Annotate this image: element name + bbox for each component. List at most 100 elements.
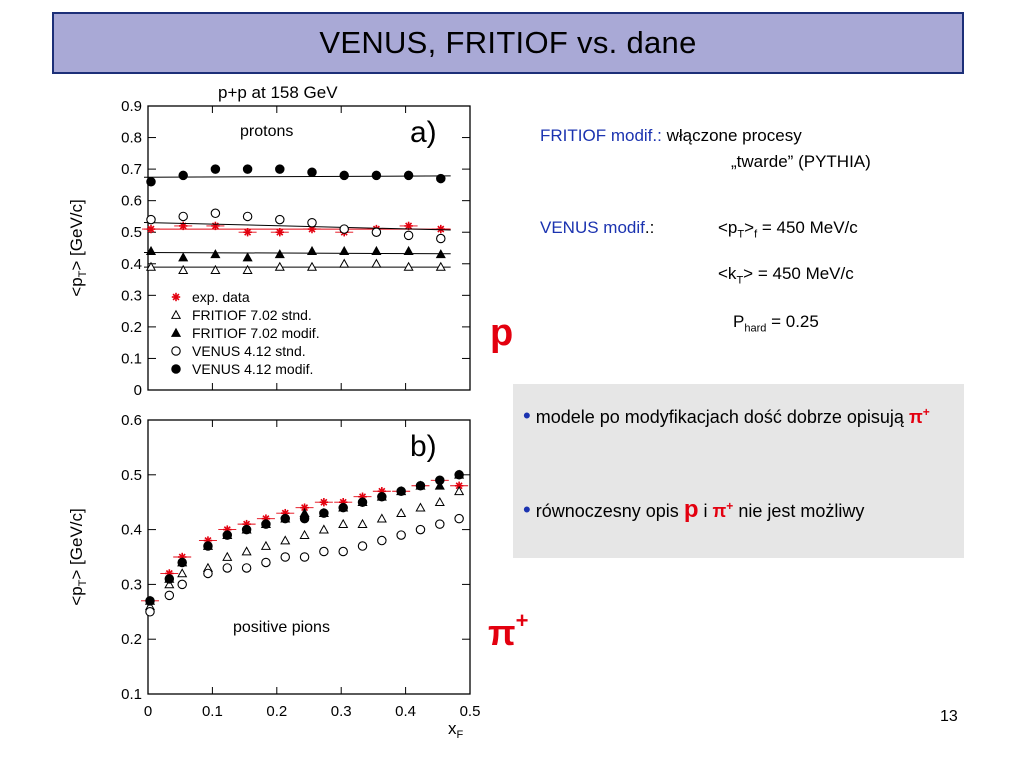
y-tick-label: 0.2 (121, 319, 142, 336)
phard-main: P (733, 312, 745, 331)
phard-sub: hard (744, 322, 767, 335)
x-tick-label: 0.2 (266, 703, 287, 720)
y-tick-label: 0.1 (121, 350, 142, 367)
data-point (299, 529, 310, 539)
data-point (307, 167, 317, 178)
data-point (435, 249, 446, 259)
bullet-dot-2: • (523, 497, 531, 522)
data-point (435, 519, 445, 529)
legend-label: exp. data (192, 289, 250, 305)
y-tick-label: 0.5 (121, 224, 142, 241)
bullet-2-mid: i (703, 501, 708, 521)
pt-value-line: <pT>f = 450 MeV/c (718, 218, 858, 240)
legend-label: FRITIOF 7.02 stnd. (192, 307, 312, 323)
kt-text: <k (718, 264, 737, 283)
pt-value: = 450 MeV/c (757, 218, 858, 237)
proton-label: p (490, 312, 514, 354)
legend-marker (170, 327, 182, 337)
chart-header: p+p at 158 GeV (218, 84, 338, 102)
y-tick-label: 0.6 (121, 412, 142, 429)
pt-charts: 0.90.80.70.60.50.40.30.20.10<pT> [GeV/c]… (67, 84, 481, 741)
data-point (319, 546, 329, 557)
bullet-2-post: nie jest możliwy (738, 501, 865, 521)
data-point (241, 524, 252, 535)
data-point (319, 498, 329, 507)
data-point (241, 563, 252, 573)
bullet-2-pre: równoczesny opis (535, 501, 679, 521)
pt-text: <p (718, 218, 738, 237)
data-point (371, 245, 382, 256)
fritiof-text1: włączone procesy (666, 126, 802, 145)
legend-marker (171, 364, 181, 374)
data-point (145, 596, 155, 606)
y-tick-label: 0 (134, 382, 142, 399)
data-point (178, 264, 189, 274)
data-point (242, 252, 253, 262)
data-point (396, 486, 406, 496)
data-point (203, 541, 213, 551)
data-point (306, 261, 318, 271)
y-tick-label: 0.3 (121, 576, 142, 593)
data-point (403, 261, 414, 271)
data-point (339, 170, 349, 181)
data-point (357, 518, 368, 528)
panel-letter: a) (410, 116, 437, 149)
phard-value-line: Phard = 0.25 (733, 312, 819, 334)
data-point (435, 261, 446, 271)
data-point (178, 252, 189, 262)
y-tick-label: 0.9 (121, 98, 142, 115)
x-tick-label: 0.4 (395, 703, 416, 720)
data-point (164, 590, 175, 601)
legend-marker (171, 292, 181, 302)
venus-note: VENUS modif.: <pT>f = 450 MeV/c (540, 218, 858, 240)
data-point (210, 264, 221, 274)
data-point (280, 513, 290, 524)
pt-sub: T (737, 228, 745, 241)
bullet-2-pi: π (712, 501, 727, 521)
pt-sub2: f (754, 228, 758, 241)
bullet-1-text: modele po modyfikacjach dość dobrze opis… (535, 407, 904, 427)
fritiof-label: FRITIOF modif.: (540, 126, 662, 145)
venus-colon: .: (644, 218, 655, 237)
data-point (396, 530, 406, 540)
y-tick-label: 0.4 (121, 256, 142, 273)
data-point (177, 557, 187, 568)
legend-marker (170, 309, 182, 319)
data-point (275, 164, 285, 174)
data-point (435, 475, 445, 486)
pion-sup: + (515, 608, 529, 633)
data-point (376, 513, 387, 523)
kt-value-line: <kT> = 450 MeV/c (718, 264, 854, 286)
phard-value: = 0.25 (766, 312, 819, 331)
data-point (164, 574, 175, 584)
data-point (371, 258, 382, 268)
pt-rest: > (744, 218, 755, 237)
data-point (299, 552, 310, 562)
page-number: 13 (940, 708, 958, 725)
data-point (307, 218, 317, 228)
bullet-1-sup: + (922, 405, 930, 419)
x-tick-label: 0.5 (460, 703, 481, 720)
x-axis-label: xF (448, 719, 464, 741)
data-point (260, 540, 271, 550)
data-point (261, 557, 271, 568)
data-point (434, 480, 445, 490)
panel-subtitle: protons (240, 123, 293, 140)
data-point (275, 214, 285, 225)
data-point (164, 579, 175, 589)
data-point (222, 551, 233, 561)
x-tick-label: 0.3 (331, 703, 352, 720)
data-point (403, 170, 414, 181)
venus-label: VENUS modif (540, 218, 645, 237)
summary-box: • modele po modyfikacjach dość dobrze op… (513, 384, 964, 558)
legend-label: VENUS 4.12 stnd. (192, 343, 306, 359)
data-point (280, 552, 290, 562)
y-tick-label: 0.6 (121, 193, 142, 210)
data-point (210, 208, 221, 219)
data-point (177, 568, 188, 578)
data-point (300, 503, 309, 512)
data-point (454, 470, 464, 480)
plot-frame-1 (147, 105, 471, 391)
data-point (241, 546, 252, 556)
data-point (145, 245, 157, 256)
